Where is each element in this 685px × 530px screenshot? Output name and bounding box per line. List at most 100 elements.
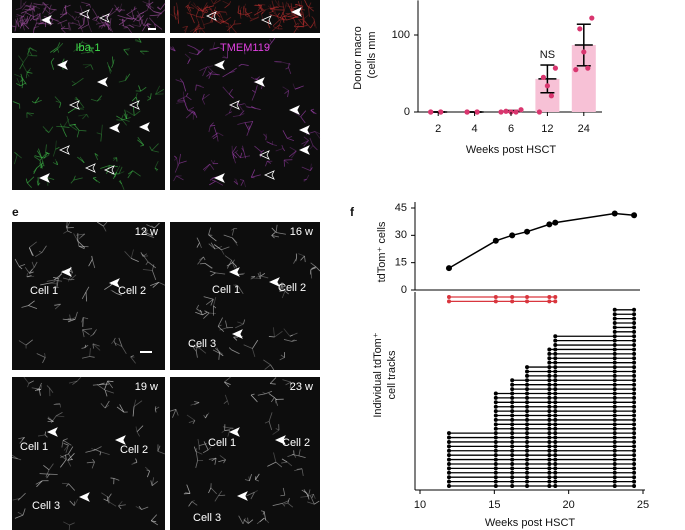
texture: [278, 0, 280, 7]
texture: [296, 468, 303, 470]
texture: [103, 221, 108, 227]
texture: [99, 451, 102, 456]
texture: [275, 232, 286, 235]
texture: [118, 500, 123, 507]
texture: [199, 256, 204, 261]
texture: [63, 521, 70, 526]
texture: [196, 304, 200, 310]
track-point: [612, 413, 617, 418]
texture: [246, 491, 255, 497]
track-point: [632, 457, 637, 462]
track-point: [525, 444, 530, 449]
texture: [244, 122, 250, 131]
texture: [54, 303, 61, 310]
texture: [195, 351, 198, 358]
texture: [65, 483, 69, 487]
texture: [28, 300, 35, 306]
track-point: [525, 299, 530, 304]
texture: [202, 93, 210, 100]
texture: [307, 489, 311, 497]
track-point: [547, 356, 552, 361]
texture: [271, 235, 280, 238]
track-point: [493, 422, 498, 427]
texture: [63, 126, 70, 128]
texture: [202, 99, 206, 105]
texture: [124, 24, 130, 28]
texture: [199, 242, 202, 249]
texture: [292, 17, 297, 26]
arrowhead: [79, 9, 90, 19]
texture: [313, 494, 316, 499]
texture: [116, 165, 121, 173]
texture: [151, 270, 157, 281]
texture: [157, 445, 161, 452]
texture: [141, 506, 149, 510]
track-point: [493, 417, 498, 422]
track-point: [493, 400, 498, 405]
texture: [79, 5, 84, 14]
texture: [274, 9, 277, 16]
micrograph: [170, 222, 320, 370]
texture: [29, 47, 34, 52]
data-point: [438, 109, 444, 115]
texture: [287, 136, 293, 139]
texture: [279, 282, 283, 292]
texture: [271, 0, 275, 10]
texture: [111, 56, 114, 64]
texture: [26, 112, 34, 115]
texture: [291, 453, 299, 457]
texture: [43, 2, 50, 10]
texture: [218, 351, 221, 360]
texture: [310, 24, 314, 29]
texture: [117, 14, 127, 19]
texture: [195, 23, 200, 29]
texture: [24, 267, 30, 274]
track-point: [632, 382, 637, 387]
texture: [243, 180, 247, 188]
track-point: [547, 382, 552, 387]
x-axis-label: Weeks post HSCT: [485, 517, 576, 529]
track-point: [493, 413, 498, 418]
texture: [284, 90, 289, 95]
texture: [193, 446, 197, 452]
track-point: [553, 338, 558, 343]
track-point: [493, 409, 498, 414]
texture: [184, 491, 191, 494]
texture: [310, 495, 315, 505]
texture: [76, 130, 80, 138]
texture: [203, 9, 207, 15]
texture: [118, 180, 122, 185]
texture: [233, 336, 238, 341]
texture: [133, 106, 135, 116]
texture: [75, 77, 84, 85]
texture: [302, 14, 310, 21]
track-point: [632, 484, 637, 488]
texture: [290, 3, 293, 13]
texture: [201, 14, 204, 19]
texture: [31, 261, 35, 268]
texture: [65, 225, 69, 232]
texture: [252, 89, 256, 93]
texture: [60, 19, 68, 23]
texture: [204, 5, 215, 9]
y-tick-label: 100: [392, 29, 410, 41]
texture: [28, 305, 38, 310]
texture: [38, 250, 43, 253]
texture: [138, 85, 142, 92]
texture: [283, 1, 288, 12]
texture: [300, 255, 305, 261]
texture: [212, 47, 218, 50]
track-point: [525, 475, 530, 480]
texture: [174, 155, 177, 159]
track-point: [525, 365, 530, 370]
texture: [223, 20, 229, 25]
texture: [15, 21, 20, 27]
track-point: [547, 409, 552, 414]
texture: [310, 163, 312, 171]
track-point: [612, 382, 617, 387]
track-point: [553, 453, 558, 458]
texture: [192, 420, 196, 425]
texture: [238, 104, 244, 111]
texture: [155, 88, 165, 95]
texture: [14, 73, 22, 78]
